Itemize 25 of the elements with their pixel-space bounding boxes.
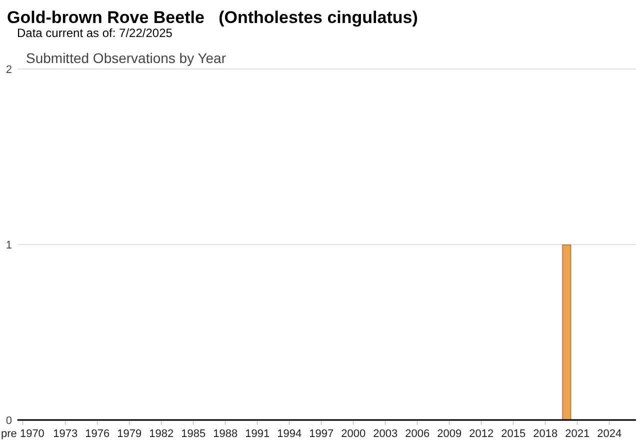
chart-title: Gold-brown Rove Beetle (Ontholestes cingulatus) <box>7 8 418 27</box>
text: Submitted Observations by Year <box>26 50 226 66</box>
x-tick-label: 2015 <box>501 428 526 440</box>
chart-subtitle: Data current as of: 7/22/2025 <box>17 26 173 40</box>
x-tick-label: 1988 <box>213 428 238 440</box>
x-tick-label: 2006 <box>405 428 430 440</box>
x-tick-label: 1991 <box>245 428 270 440</box>
x-tick-label: 2018 <box>533 428 558 440</box>
x-tick-label: 2000 <box>341 428 366 440</box>
x-tick-label: 1982 <box>149 428 174 440</box>
x-tick-label: 2024 <box>597 428 622 440</box>
x-tick-label: 1973 <box>53 428 78 440</box>
x-tick-label: pre 1970 <box>1 428 44 440</box>
x-tick-label: 2012 <box>469 428 494 440</box>
x-tick-label: 2003 <box>373 428 398 440</box>
x-tick-label: 2009 <box>437 428 462 440</box>
x-tick-label: 1976 <box>85 428 110 440</box>
y-tick-label: 1 <box>6 240 12 252</box>
y-tick-label: 0 <box>6 415 12 427</box>
y-tick-label: 2 <box>6 64 12 76</box>
x-tick-label: 1994 <box>277 428 302 440</box>
x-tick-label: 2021 <box>565 428 590 440</box>
x-tick-label: 1997 <box>309 428 334 440</box>
x-tick-label: 1979 <box>117 428 142 440</box>
x-tick-label: 1985 <box>181 428 206 440</box>
